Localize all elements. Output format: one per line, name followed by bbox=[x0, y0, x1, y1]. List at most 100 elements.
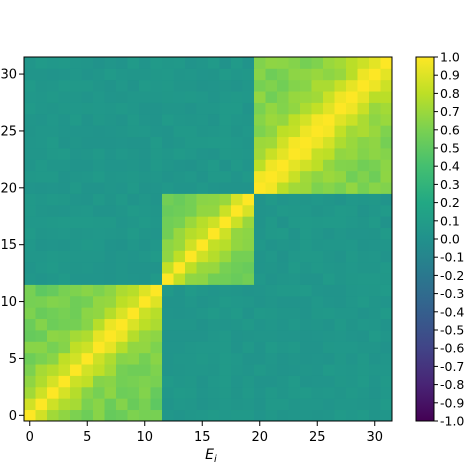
heatmap-cell bbox=[277, 330, 289, 342]
heatmap-cell bbox=[288, 125, 301, 138]
heatmap-cell bbox=[323, 273, 335, 285]
heatmap-cell bbox=[334, 159, 347, 172]
heatmap-cell bbox=[242, 341, 255, 354]
heatmap-cell bbox=[93, 330, 105, 342]
heatmap-cell bbox=[219, 409, 232, 422]
heatmap-cell bbox=[139, 113, 151, 126]
heatmap-cell bbox=[104, 398, 117, 411]
heatmap-cell bbox=[150, 239, 163, 251]
heatmap-cell bbox=[116, 102, 128, 115]
heatmap-cell bbox=[93, 409, 105, 422]
heatmap-cell bbox=[150, 409, 163, 422]
heatmap-cell bbox=[380, 398, 393, 411]
heatmap-cell bbox=[104, 79, 117, 92]
heatmap-cell bbox=[357, 204, 370, 217]
heatmap-cell bbox=[242, 273, 255, 285]
heatmap-cell bbox=[265, 125, 278, 138]
heatmap-cell bbox=[357, 91, 370, 103]
heatmap-cell bbox=[81, 295, 94, 308]
heatmap-cell bbox=[24, 159, 36, 172]
heatmap-cell bbox=[185, 79, 197, 92]
heatmap-cell bbox=[81, 273, 94, 285]
heatmap-cell bbox=[35, 148, 48, 160]
heatmap-cell bbox=[357, 193, 370, 206]
heatmap-cell bbox=[58, 136, 71, 149]
colorbar-tick-label: 0.3 bbox=[440, 177, 460, 192]
heatmap-cell bbox=[104, 102, 117, 115]
heatmap-cell bbox=[185, 91, 197, 103]
heatmap-cell bbox=[219, 227, 232, 240]
heatmap-cell bbox=[139, 227, 151, 240]
heatmap-cell bbox=[185, 182, 197, 194]
heatmap-cell bbox=[127, 193, 140, 206]
heatmap-cell bbox=[173, 148, 186, 160]
heatmap-cell bbox=[231, 102, 243, 115]
heatmap-cell bbox=[185, 307, 197, 320]
heatmap-cell bbox=[254, 57, 266, 69]
heatmap-cell bbox=[357, 318, 370, 331]
y-tick-label: 20 bbox=[0, 181, 17, 196]
heatmap-cell bbox=[334, 250, 347, 263]
heatmap-cell bbox=[116, 318, 128, 331]
heatmap-cell bbox=[369, 341, 381, 354]
heatmap-cell bbox=[196, 250, 209, 263]
heatmap-cell bbox=[380, 375, 393, 388]
heatmap-cell bbox=[323, 250, 335, 263]
heatmap-cell bbox=[150, 136, 163, 149]
heatmap-cell bbox=[357, 409, 370, 422]
heatmap-cell bbox=[231, 125, 243, 138]
heatmap-cell bbox=[323, 261, 335, 274]
heatmap-cell bbox=[70, 250, 82, 263]
heatmap-cell bbox=[311, 330, 324, 342]
heatmap-cell bbox=[380, 386, 393, 399]
heatmap-cell bbox=[311, 148, 324, 160]
heatmap-cell bbox=[58, 398, 71, 411]
heatmap-cell bbox=[277, 386, 289, 399]
heatmap-cell bbox=[139, 364, 151, 376]
heatmap-cell bbox=[35, 352, 48, 365]
heatmap-cell bbox=[346, 330, 358, 342]
heatmap-cell bbox=[196, 227, 209, 240]
heatmap-cell bbox=[81, 239, 94, 251]
heatmap-cell bbox=[369, 216, 381, 229]
heatmap-cell bbox=[150, 273, 163, 285]
heatmap-cell bbox=[231, 398, 243, 411]
heatmap-cell bbox=[334, 409, 347, 422]
heatmap-cell bbox=[334, 204, 347, 217]
colorbar-tick-label: -0.9 bbox=[440, 395, 464, 410]
heatmap-cell bbox=[334, 68, 347, 81]
heatmap-cell bbox=[162, 193, 174, 206]
heatmap-cell bbox=[127, 79, 140, 92]
heatmap-cell bbox=[104, 239, 117, 251]
heatmap-cell bbox=[81, 386, 94, 399]
heatmap-cell bbox=[254, 364, 266, 376]
heatmap-cell bbox=[380, 318, 393, 331]
heatmap-cell bbox=[231, 352, 243, 365]
heatmap-cell bbox=[288, 102, 301, 115]
heatmap-cell bbox=[173, 398, 186, 411]
heatmap-cell bbox=[104, 330, 117, 342]
heatmap-cell bbox=[139, 102, 151, 115]
heatmap-cell bbox=[311, 318, 324, 331]
x-tick-label: 25 bbox=[309, 430, 326, 445]
heatmap-cell bbox=[219, 148, 232, 160]
heatmap-cell bbox=[231, 113, 243, 126]
heatmap-cell bbox=[139, 57, 151, 69]
heatmap-cell bbox=[346, 182, 358, 194]
heatmap-cell bbox=[104, 318, 117, 331]
heatmap-cell bbox=[196, 57, 209, 69]
heatmap-cell bbox=[116, 227, 128, 240]
heatmap-cell bbox=[196, 102, 209, 115]
heatmap-cell bbox=[35, 204, 48, 217]
heatmap-cell bbox=[242, 91, 255, 103]
heatmap-cell bbox=[346, 125, 358, 138]
heatmap-cell bbox=[288, 193, 301, 206]
heatmap-cell bbox=[70, 170, 82, 183]
heatmap-cell bbox=[24, 341, 36, 354]
heatmap-cell bbox=[311, 261, 324, 274]
heatmap-cell bbox=[185, 261, 197, 274]
heatmap-cell bbox=[254, 409, 266, 422]
heatmap-cell bbox=[300, 341, 312, 354]
heatmap-cell bbox=[208, 375, 220, 388]
heatmap-cell bbox=[346, 273, 358, 285]
